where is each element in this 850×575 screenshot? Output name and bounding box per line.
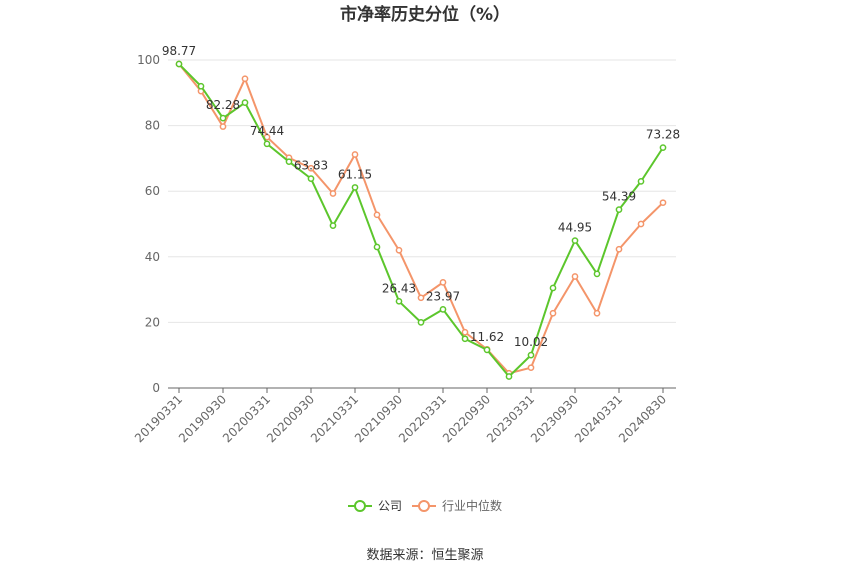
- data-point-industry-median[interactable]: [439, 279, 447, 286]
- data-point-industry-median[interactable]: [571, 273, 579, 280]
- data-point-industry-median[interactable]: [307, 164, 315, 172]
- data-point-industry-median[interactable]: [659, 199, 667, 207]
- series-company: [175, 60, 667, 380]
- data-label: 61.15: [338, 167, 372, 181]
- series-industry-median: [175, 60, 667, 377]
- data-label: 10.02: [514, 335, 548, 349]
- data-point-industry-median[interactable]: [351, 151, 359, 158]
- data-point-industry-median[interactable]: [373, 211, 381, 219]
- y-tick-label: 100: [137, 53, 160, 67]
- data-point-company[interactable]: [351, 184, 359, 191]
- data-point-industry-median[interactable]: [241, 75, 249, 83]
- data-point-company[interactable]: [307, 175, 315, 182]
- data-label: 44.95: [558, 221, 592, 235]
- data-point-company[interactable]: [285, 158, 293, 166]
- data-label: 98.77: [162, 44, 196, 58]
- legend: 公司 行业中位数: [348, 498, 502, 513]
- data-point-company[interactable]: [373, 243, 381, 251]
- data-point-industry-median[interactable]: [637, 220, 645, 228]
- data-point-company[interactable]: [461, 335, 469, 343]
- data-point-industry-median[interactable]: [549, 309, 557, 317]
- legend-label-industry-median: 行业中位数: [442, 498, 502, 513]
- legend-marker-industry-median: [418, 500, 430, 512]
- data-label: 82.28: [206, 98, 240, 112]
- y-tick-label: 0: [152, 381, 160, 395]
- data-point-industry-median[interactable]: [615, 245, 623, 253]
- data-point-company[interactable]: [571, 237, 579, 244]
- data-label: 26.43: [382, 281, 416, 295]
- series-line-industry-median: [178, 63, 664, 375]
- data-point-industry-median[interactable]: [329, 190, 337, 197]
- data-point-industry-median[interactable]: [527, 364, 535, 372]
- data-point-industry-median[interactable]: [593, 309, 601, 317]
- data-point-company[interactable]: [483, 346, 491, 354]
- data-label: 23.97: [426, 289, 460, 303]
- y-tick-label: 40: [145, 250, 160, 264]
- data-label: 54.39: [602, 190, 636, 204]
- y-axis: 0 20 40 60 80 100: [137, 53, 160, 395]
- data-point-company[interactable]: [417, 319, 425, 326]
- legend-label-company: 公司: [378, 499, 402, 513]
- data-point-company[interactable]: [197, 82, 205, 90]
- data-point-company[interactable]: [549, 284, 557, 292]
- data-point-company[interactable]: [527, 351, 535, 359]
- data-point-company[interactable]: [329, 222, 337, 229]
- data-point-industry-median[interactable]: [461, 328, 469, 336]
- data-labels: 98.77 82.28 74.44 63.83 61.15 26.43 23.97 11.62…: [162, 44, 680, 349]
- gridlines: [168, 59, 676, 323]
- data-label: 73.28: [646, 128, 680, 142]
- data-point-industry-median[interactable]: [395, 246, 403, 254]
- legend-marker-company: [354, 500, 366, 512]
- x-axis: 2019033120190930202003312020093020210331…: [132, 387, 676, 445]
- data-point-company[interactable]: [263, 140, 271, 148]
- legend-item-industry-median[interactable]: 行业中位数: [412, 498, 502, 513]
- data-point-company[interactable]: [219, 114, 227, 122]
- data-label: 74.44: [250, 124, 284, 138]
- data-point-company[interactable]: [615, 206, 623, 213]
- chart-title: 市净率历史分位（%）: [340, 4, 510, 25]
- data-point-company[interactable]: [637, 178, 645, 185]
- data-label: 63.83: [294, 159, 328, 173]
- y-tick-label: 80: [145, 119, 160, 133]
- data-point-company[interactable]: [395, 297, 403, 305]
- data-point-company[interactable]: [241, 99, 249, 106]
- x-tick-label: 20240830: [616, 392, 669, 445]
- data-label: 11.62: [470, 330, 504, 344]
- data-point-company[interactable]: [175, 60, 183, 68]
- y-tick-label: 60: [145, 184, 160, 198]
- data-point-company[interactable]: [439, 306, 447, 313]
- y-tick-label: 20: [145, 315, 160, 329]
- legend-item-company[interactable]: 公司: [348, 499, 402, 513]
- data-point-company[interactable]: [593, 270, 601, 278]
- source-note: 数据来源：恒生聚源: [366, 548, 483, 563]
- data-point-industry-median[interactable]: [417, 294, 425, 302]
- data-point-company[interactable]: [505, 373, 513, 380]
- data-point-company[interactable]: [659, 144, 667, 151]
- series-lines: [175, 60, 667, 380]
- data-point-industry-median[interactable]: [219, 123, 227, 130]
